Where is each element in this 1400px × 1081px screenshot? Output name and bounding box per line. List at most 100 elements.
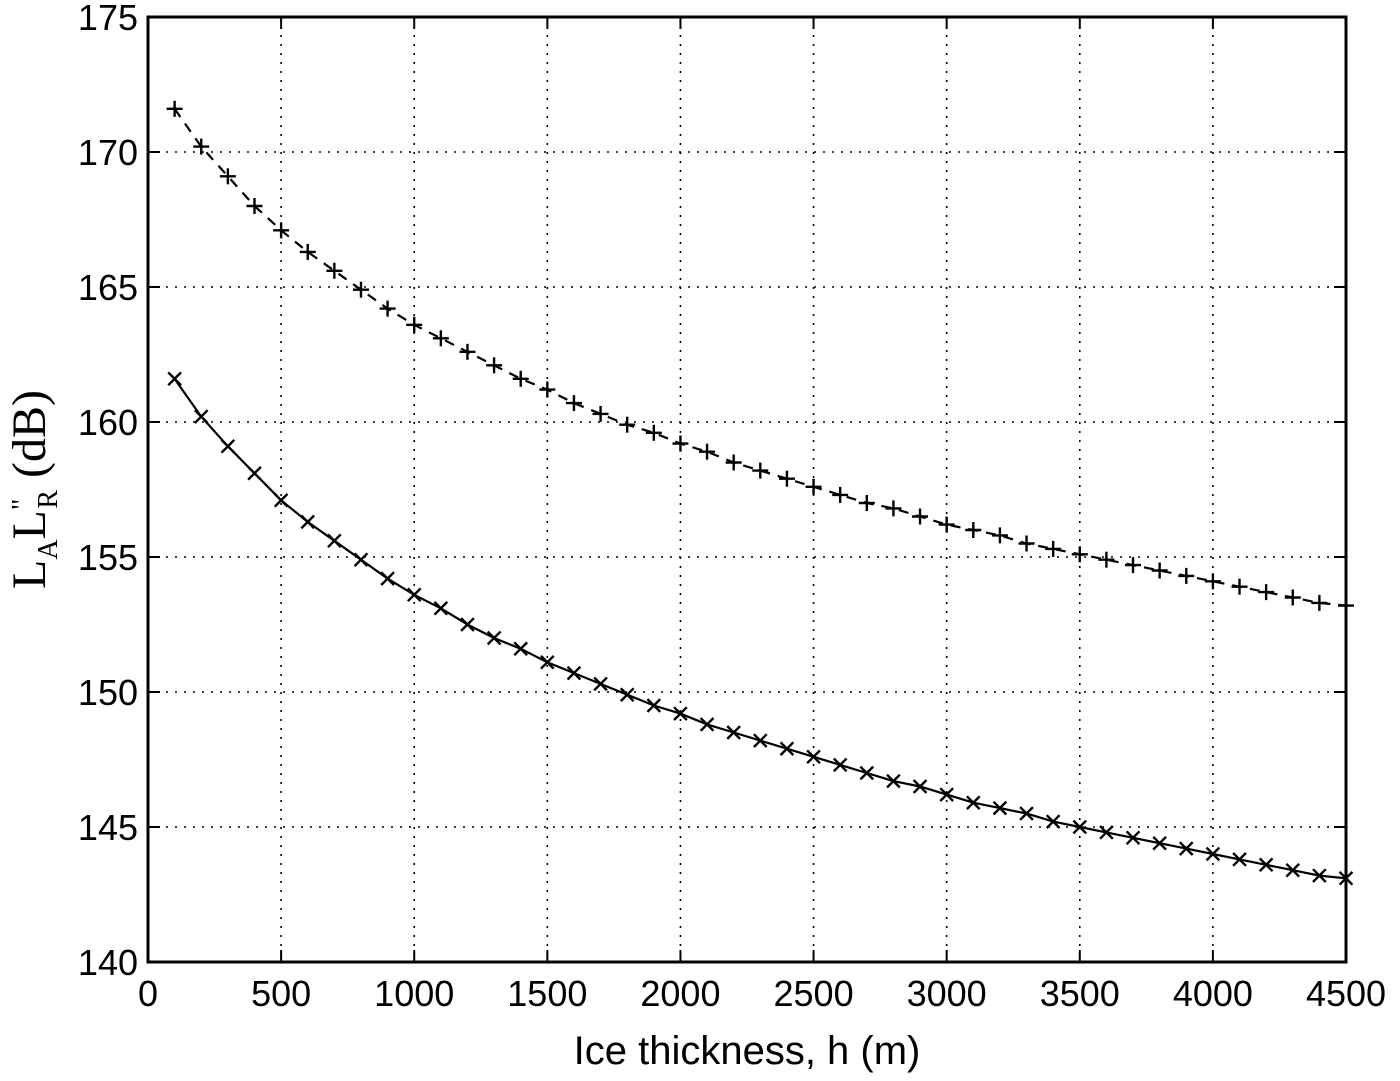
data-point-marker <box>965 522 982 538</box>
data-point-marker <box>1099 825 1114 840</box>
data-point-marker <box>193 138 210 155</box>
data-point-marker <box>619 416 636 433</box>
data-point-marker <box>380 571 395 586</box>
axis-ticks <box>147 16 1347 963</box>
x-tick-label: 2000 <box>640 973 720 1014</box>
data-point-marker <box>1205 846 1221 862</box>
x-tick-label: 3000 <box>907 973 987 1014</box>
data-point-marker <box>673 706 688 721</box>
data-point-marker <box>326 262 343 279</box>
data-point-marker <box>725 454 742 471</box>
data-point-marker <box>859 765 875 781</box>
data-point-marker <box>1018 535 1035 552</box>
x-tick-label: 1500 <box>507 973 587 1014</box>
x-tick-label: 2500 <box>774 973 854 1014</box>
plot-area-frame <box>146 15 1348 964</box>
y-axis-label: LAL"R (dB) <box>3 390 64 589</box>
data-point-marker <box>593 676 608 692</box>
data-point-marker <box>1125 557 1142 574</box>
series-1 <box>166 100 1354 614</box>
y-tick-label: 155 <box>78 537 138 578</box>
y-tick-label: 160 <box>78 402 138 443</box>
data-point-marker <box>1285 862 1301 878</box>
y-tick-label: 170 <box>78 132 138 173</box>
data-point-marker <box>699 443 716 460</box>
x-tick-label: 500 <box>251 973 311 1014</box>
data-point-marker <box>1258 584 1275 601</box>
series-group <box>166 100 1354 886</box>
data-point-marker <box>406 316 423 333</box>
data-point-marker <box>752 462 769 479</box>
data-point-marker <box>912 508 929 525</box>
grid-lines <box>148 17 1346 962</box>
data-point-marker <box>512 370 529 387</box>
data-point-marker <box>1232 852 1247 867</box>
data-point-marker <box>432 330 449 347</box>
data-point-marker <box>246 198 263 214</box>
data-point-marker <box>299 243 316 260</box>
data-point-marker <box>247 466 262 481</box>
data-point-marker <box>220 439 236 454</box>
svg-text:LAL"R (dB): LAL"R (dB) <box>3 390 64 589</box>
data-point-marker <box>753 733 768 748</box>
x-tick-label: 0 <box>138 973 158 1014</box>
data-point-marker <box>513 641 528 657</box>
data-point-marker <box>1178 567 1195 584</box>
data-point-marker <box>966 795 981 810</box>
y-label-unit: (dB) <box>3 390 56 490</box>
data-point-marker <box>459 343 476 360</box>
data-point-marker <box>460 617 475 632</box>
x-tick-label: 4500 <box>1306 973 1386 1014</box>
y-label-symbol-1: L <box>3 560 56 589</box>
series-2 <box>167 371 1354 886</box>
data-point-marker <box>806 749 821 765</box>
x-tick-label: 1000 <box>374 973 454 1014</box>
data-point-marker <box>646 698 662 713</box>
x-axis-label: Ice thickness, h (m) <box>574 1029 921 1073</box>
data-point-marker <box>858 495 875 511</box>
data-point-marker <box>1179 841 1194 856</box>
data-point-marker <box>1098 551 1115 568</box>
data-point-marker <box>540 655 555 670</box>
data-point-marker <box>1284 589 1301 606</box>
data-point-marker <box>619 687 635 702</box>
data-point-marker <box>433 601 449 616</box>
data-point-marker <box>592 405 609 422</box>
data-point-marker <box>273 222 290 239</box>
data-point-marker <box>885 500 902 517</box>
y-label-superscript-2: " <box>7 499 38 510</box>
data-point-marker <box>300 514 315 530</box>
series-1-line <box>173 108 1347 607</box>
y-label-subscript-1: A <box>33 539 64 560</box>
data-point-marker <box>1019 806 1034 821</box>
data-point-marker <box>991 527 1008 544</box>
data-point-marker <box>1045 814 1061 829</box>
data-point-marker <box>992 800 1008 816</box>
y-tick-label: 145 <box>78 807 138 848</box>
data-point-marker <box>779 741 795 756</box>
data-point-marker <box>672 435 689 452</box>
data-point-marker <box>539 381 556 398</box>
data-point-marker <box>379 300 396 317</box>
data-point-marker <box>327 533 342 549</box>
data-point-marker <box>406 587 422 603</box>
data-point-marker <box>193 409 209 424</box>
y-tick-label: 140 <box>78 942 138 983</box>
data-point-marker <box>699 717 715 732</box>
y-tick-labels: 140 145 150 155 160 165 170 175 <box>78 0 138 983</box>
data-point-marker <box>352 281 369 298</box>
data-point-marker <box>1151 562 1168 579</box>
data-point-marker <box>1311 594 1328 611</box>
data-point-marker <box>565 395 582 412</box>
data-point-marker <box>832 757 848 773</box>
data-point-marker <box>166 100 183 117</box>
x-tick-labels: 0 500 1000 1500 2000 2500 3000 3500 4000 4500 <box>138 973 1386 1014</box>
data-point-marker <box>353 552 369 567</box>
data-point-marker <box>1258 857 1274 873</box>
data-point-marker <box>645 424 662 441</box>
data-point-marker <box>938 516 955 533</box>
x-tick-label: 3500 <box>1040 973 1120 1014</box>
data-point-marker <box>273 493 289 508</box>
